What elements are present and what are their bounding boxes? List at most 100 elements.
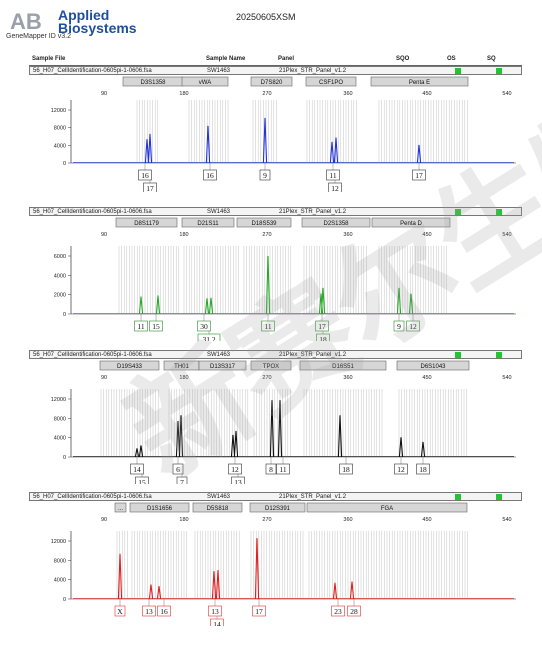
peak[interactable] xyxy=(416,144,422,164)
peak[interactable] xyxy=(215,569,221,600)
allele-call-box[interactable] xyxy=(197,320,211,332)
locus-header[interactable]: TH01 xyxy=(163,360,200,371)
allele-call-box[interactable] xyxy=(393,320,405,332)
locus-header[interactable]: D5S818 xyxy=(192,502,243,513)
locus-header[interactable]: D16S51 xyxy=(299,360,387,371)
locus-header[interactable]: D12S391 xyxy=(249,502,306,513)
sample-info-row[interactable]: 56_H07_CellIdentification-0605pi-1-0606.… xyxy=(29,66,522,75)
locus-header[interactable]: CSF1PO xyxy=(305,76,357,87)
peak[interactable] xyxy=(269,400,275,458)
locus-label: D13S317 xyxy=(210,364,236,370)
peak[interactable] xyxy=(398,437,404,458)
allele-call-label: 17 xyxy=(255,607,263,616)
allele-call-box[interactable] xyxy=(326,169,340,181)
locus-header[interactable]: D2S1358 xyxy=(301,217,371,228)
peak[interactable] xyxy=(396,287,402,315)
locus-header[interactable]: D1S1656 xyxy=(129,502,190,513)
peak[interactable] xyxy=(265,255,271,315)
allele-call-box[interactable] xyxy=(339,463,353,475)
allele-call-box[interactable] xyxy=(406,320,420,332)
allele-call-box[interactable] xyxy=(315,320,329,332)
allele-call-box[interactable] xyxy=(252,605,266,617)
allele-call-box[interactable] xyxy=(138,169,152,181)
peak[interactable] xyxy=(134,448,140,458)
allele-call-box[interactable] xyxy=(197,333,221,341)
peak[interactable] xyxy=(144,139,150,164)
allele-call-box[interactable] xyxy=(416,463,430,475)
allele-call-box[interactable] xyxy=(203,169,217,181)
peak[interactable] xyxy=(329,141,335,164)
allele-call-box[interactable] xyxy=(261,320,275,332)
locus-header[interactable]: ... xyxy=(114,502,127,513)
os-quality-indicator xyxy=(455,352,461,358)
sq-quality-indicator xyxy=(496,352,502,358)
allele-call-box[interactable] xyxy=(276,463,290,475)
peak[interactable] xyxy=(233,430,239,458)
locus-header[interactable]: Penta E xyxy=(370,76,469,87)
peak[interactable] xyxy=(420,441,426,458)
peak[interactable] xyxy=(262,117,268,164)
locus-header[interactable]: vWA xyxy=(181,76,229,87)
locus-header[interactable]: D7S820 xyxy=(250,76,293,87)
peak[interactable] xyxy=(254,538,260,600)
peak[interactable] xyxy=(178,415,184,458)
allele-call-box[interactable] xyxy=(316,333,330,341)
sample-info-row[interactable]: 56_H07_CellIdentification-0605pi-1-0606.… xyxy=(29,207,522,216)
peak[interactable] xyxy=(211,571,217,600)
peak[interactable] xyxy=(147,133,153,164)
locus-header[interactable]: D18S539 xyxy=(236,217,292,228)
locus-header[interactable]: FGA xyxy=(306,502,468,513)
allele-call-box[interactable] xyxy=(347,605,361,617)
locus-header[interactable]: D13S317 xyxy=(198,360,247,371)
allele-call-box[interactable] xyxy=(149,320,163,332)
sample-info-row[interactable]: 56_H07_CellIdentification-0605pi-1-0606.… xyxy=(29,492,522,501)
locus-header[interactable]: D19S433 xyxy=(99,360,160,371)
locus-header[interactable]: D8S1179 xyxy=(115,217,178,228)
peak[interactable] xyxy=(138,296,144,315)
allele-call-box[interactable] xyxy=(259,169,271,181)
peak[interactable] xyxy=(208,297,214,315)
peak[interactable] xyxy=(349,581,355,600)
y-tick-label: 0 xyxy=(63,161,66,167)
peak[interactable] xyxy=(138,445,144,458)
allele-call-box[interactable] xyxy=(130,463,144,475)
allele-call-box[interactable] xyxy=(328,182,342,192)
peak[interactable] xyxy=(408,293,414,315)
peak[interactable] xyxy=(156,586,162,600)
allele-call-box[interactable] xyxy=(142,605,156,617)
peak[interactable] xyxy=(332,582,338,600)
allele-call-box[interactable] xyxy=(134,320,148,332)
allele-call-box[interactable] xyxy=(331,605,345,617)
allele-call-box[interactable] xyxy=(143,182,157,192)
locus-header[interactable]: D3S1358 xyxy=(122,76,184,87)
peak[interactable] xyxy=(117,553,123,600)
locus-header[interactable]: D6S1043 xyxy=(396,360,470,371)
locus-header[interactable]: D21S11 xyxy=(181,217,235,228)
locus-header[interactable]: TPOX xyxy=(250,360,292,371)
allele-call-box[interactable] xyxy=(172,463,184,475)
allele-call-box[interactable] xyxy=(394,463,408,475)
peak[interactable] xyxy=(320,287,326,315)
peak[interactable] xyxy=(155,295,161,315)
peak[interactable] xyxy=(230,434,236,458)
allele-call-box[interactable] xyxy=(176,476,188,484)
peak[interactable] xyxy=(337,415,343,458)
locus-header[interactable]: Penta D xyxy=(371,217,451,228)
allele-call-box[interactable] xyxy=(135,476,149,484)
allele-call-box[interactable] xyxy=(231,476,245,484)
peak[interactable] xyxy=(277,400,283,458)
allele-call-box[interactable] xyxy=(208,605,222,617)
allele-call-box[interactable] xyxy=(157,605,171,617)
allele-call-box[interactable] xyxy=(114,605,126,617)
peak[interactable] xyxy=(333,137,339,164)
sample-info-row[interactable]: 56_H07_CellIdentification-0605pi-1-0606.… xyxy=(29,350,522,359)
allele-call-box[interactable] xyxy=(210,618,224,626)
peak[interactable] xyxy=(148,584,154,600)
allele-call-box[interactable] xyxy=(265,463,277,475)
peak[interactable] xyxy=(204,298,210,315)
allele-call-box[interactable] xyxy=(228,463,242,475)
peak[interactable] xyxy=(175,421,181,458)
allele-call-box[interactable] xyxy=(412,169,426,181)
peak[interactable] xyxy=(205,125,211,164)
